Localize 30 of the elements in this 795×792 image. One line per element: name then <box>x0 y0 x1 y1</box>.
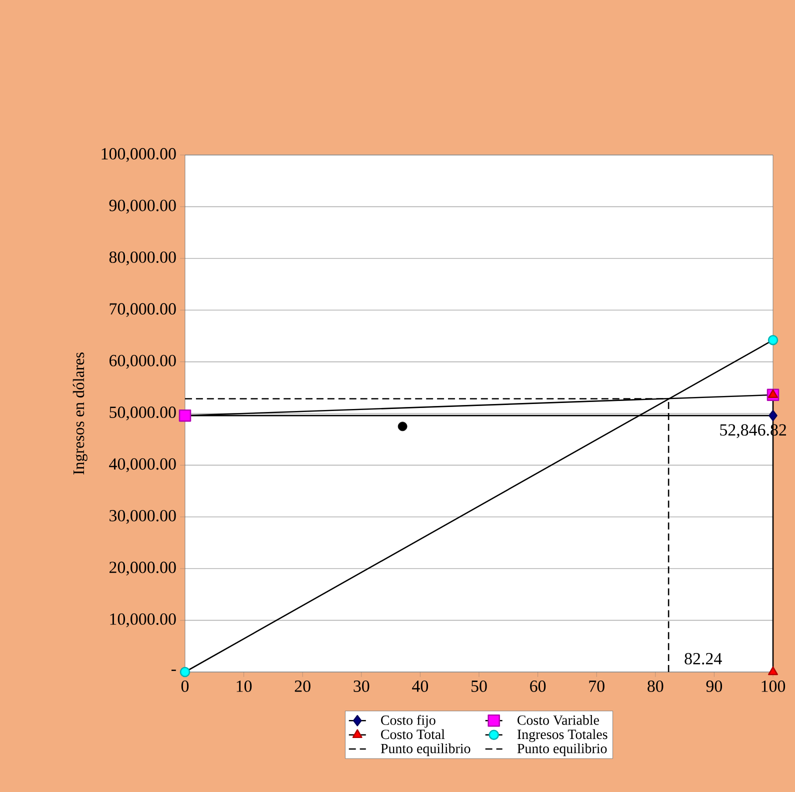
x-tick-label: 0 <box>181 680 189 692</box>
y-tick-label: 40,000.00 <box>109 458 176 472</box>
y-tick-label: 50,000.00 <box>110 406 176 420</box>
y-axis-title: Ingresos en dólares <box>72 352 88 474</box>
y-tick-label: 80,000.00 <box>109 251 176 266</box>
x-tick-label: 100 <box>762 680 786 692</box>
x-tick-label: 50 <box>472 680 487 692</box>
y-tick-label: 20,000.00 <box>110 562 176 576</box>
legend-label: Punto equilibrio <box>380 743 470 756</box>
y-tick-label: 70,000.00 <box>110 303 176 318</box>
x-tick-label: 20 <box>294 680 310 692</box>
x-tick-label: 90 <box>706 680 722 692</box>
legend-label: Ingresos Totales <box>517 729 608 742</box>
y-tick-label: 100,000.00 <box>102 148 176 162</box>
legend-label: Costo Variable <box>518 715 599 725</box>
legend-label: Punto equilibrio <box>517 743 607 756</box>
legend-label: Costo fijo <box>381 714 436 728</box>
y-tick-label: 10,000.00 <box>110 613 176 628</box>
y-tick-label: 90,000.00 <box>109 200 176 214</box>
legend-label: Costo Total <box>381 729 445 740</box>
annotation: 82.24 <box>684 652 722 664</box>
x-tick-label: 60 <box>530 680 546 692</box>
y-tick-label: 30,000.00 <box>110 510 176 524</box>
y-tick-label: 60,000.00 <box>109 354 176 369</box>
y-tick-label: - <box>171 670 176 671</box>
x-tick-label: 70 <box>589 680 604 692</box>
x-tick-label: 40 <box>412 680 428 692</box>
x-tick-label: 80 <box>648 680 664 692</box>
x-tick-label: 30 <box>354 680 370 692</box>
x-tick-label: 10 <box>236 680 252 692</box>
